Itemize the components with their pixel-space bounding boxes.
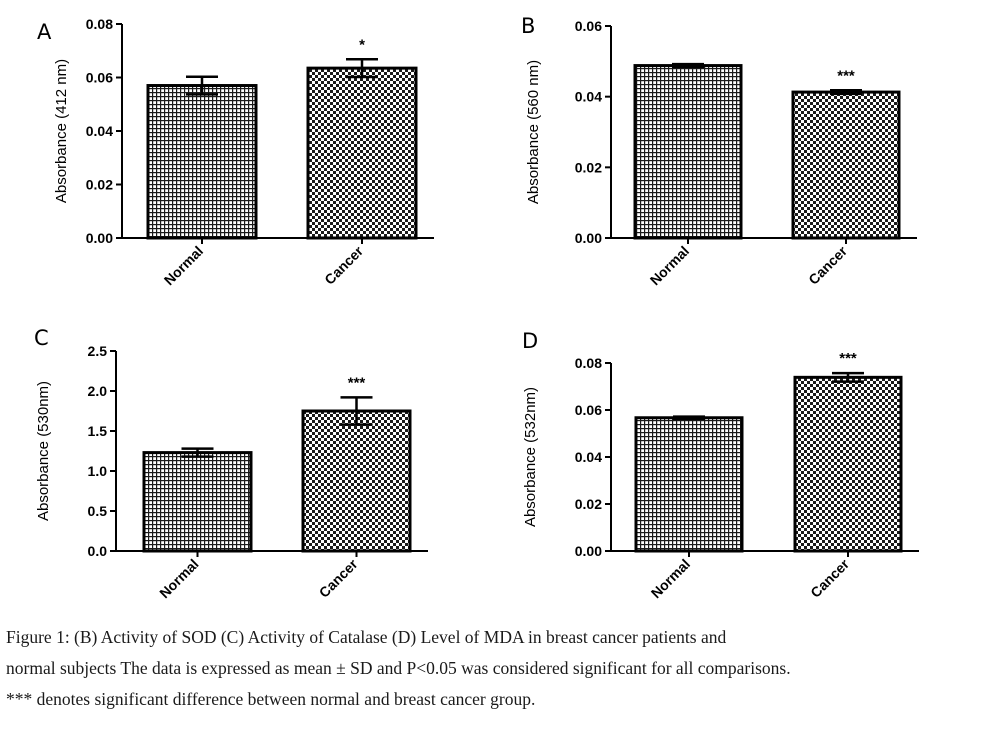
bar-cancer	[793, 375, 903, 553]
x-tick-label: Cancer	[807, 555, 852, 600]
y-tick-label: 0.06	[86, 70, 113, 86]
bar-cancer	[301, 409, 412, 553]
panel-letter: C	[34, 326, 49, 350]
x-tick-label: Normal	[156, 556, 201, 601]
y-tick-label: 0.0	[88, 543, 108, 559]
bar-normal	[142, 451, 253, 553]
x-tick-label: Normal	[647, 243, 692, 288]
y-tick-label: 0.08	[575, 355, 602, 371]
y-axis-label: Absorbance (412 nm)	[53, 59, 70, 203]
bar-normal	[146, 84, 258, 240]
y-tick-label: 0.02	[575, 496, 602, 512]
figure-caption: Figure 1: (B) Activity of SOD (C) Activi…	[6, 622, 1002, 715]
caption-line-1: Figure 1: (B) Activity of SOD (C) Activi…	[6, 627, 727, 647]
y-tick-label: 0.02	[575, 159, 602, 175]
x-tick-label: Normal	[648, 556, 693, 601]
y-tick-label: 0.04	[86, 123, 113, 139]
bar-normal	[634, 416, 744, 553]
y-tick-label: 0.00	[575, 543, 602, 559]
figure-canvas: A 0.00 0.02 0.04 0.06 0.08 Absorbance (412 nm)…	[34, 14, 919, 601]
chart-panel-d: D 0.00 0.02 0.04 0.06 0.08 Absorbance (532nm) N…	[522, 329, 919, 601]
y-tick-label: 0.04	[575, 89, 602, 105]
y-axis-label: Absorbance (530nm)	[35, 381, 52, 521]
y-tick-label: 0.5	[88, 503, 108, 519]
bar-cancer	[306, 66, 418, 240]
panel-letter: A	[37, 20, 52, 44]
caption-line-2: normal subjects The data is expressed as…	[6, 658, 791, 678]
y-axis-label: Absorbance (532nm)	[522, 387, 539, 527]
significance-marker: ***	[837, 67, 855, 84]
y-tick-label: 0.00	[575, 230, 602, 246]
y-tick-label: 2.5	[88, 343, 108, 359]
bar-cancer	[791, 90, 901, 240]
bar-normal	[633, 64, 743, 240]
y-tick-label: 1.0	[88, 463, 108, 479]
significance-marker: ***	[839, 350, 857, 367]
y-tick-label: 2.0	[88, 383, 108, 399]
significance-marker: *	[359, 36, 365, 53]
y-tick-label: 0.00	[86, 230, 113, 246]
y-tick-label: 0.06	[575, 18, 602, 34]
y-tick-label: 0.08	[86, 16, 113, 32]
chart-panel-c: C 0.0 0.5 1.0 1.5 2.0 2.5 Absorbance (530nm) Nor…	[34, 326, 428, 601]
chart-panel-b: B 0.00 0.02 0.04 0.06 Absorbance (560 nm) Norm…	[521, 14, 917, 288]
panel-letter: D	[522, 329, 538, 353]
y-axis-label: Absorbance (560 nm)	[525, 60, 542, 204]
y-tick-label: 0.04	[575, 449, 602, 465]
x-tick-label: Cancer	[321, 242, 366, 287]
x-tick-label: Cancer	[316, 555, 361, 600]
y-tick-label: 0.06	[575, 402, 602, 418]
chart-panel-a: A 0.00 0.02 0.04 0.06 0.08 Absorbance (412 nm)…	[37, 16, 434, 288]
y-tick-label: 0.02	[86, 177, 113, 193]
caption-line-3: *** denotes significant difference betwe…	[6, 689, 536, 709]
significance-marker: ***	[348, 374, 366, 391]
x-tick-label: Normal	[161, 243, 206, 288]
x-tick-label: Cancer	[805, 242, 850, 287]
panel-letter: B	[521, 14, 535, 38]
y-tick-label: 1.5	[88, 423, 108, 439]
